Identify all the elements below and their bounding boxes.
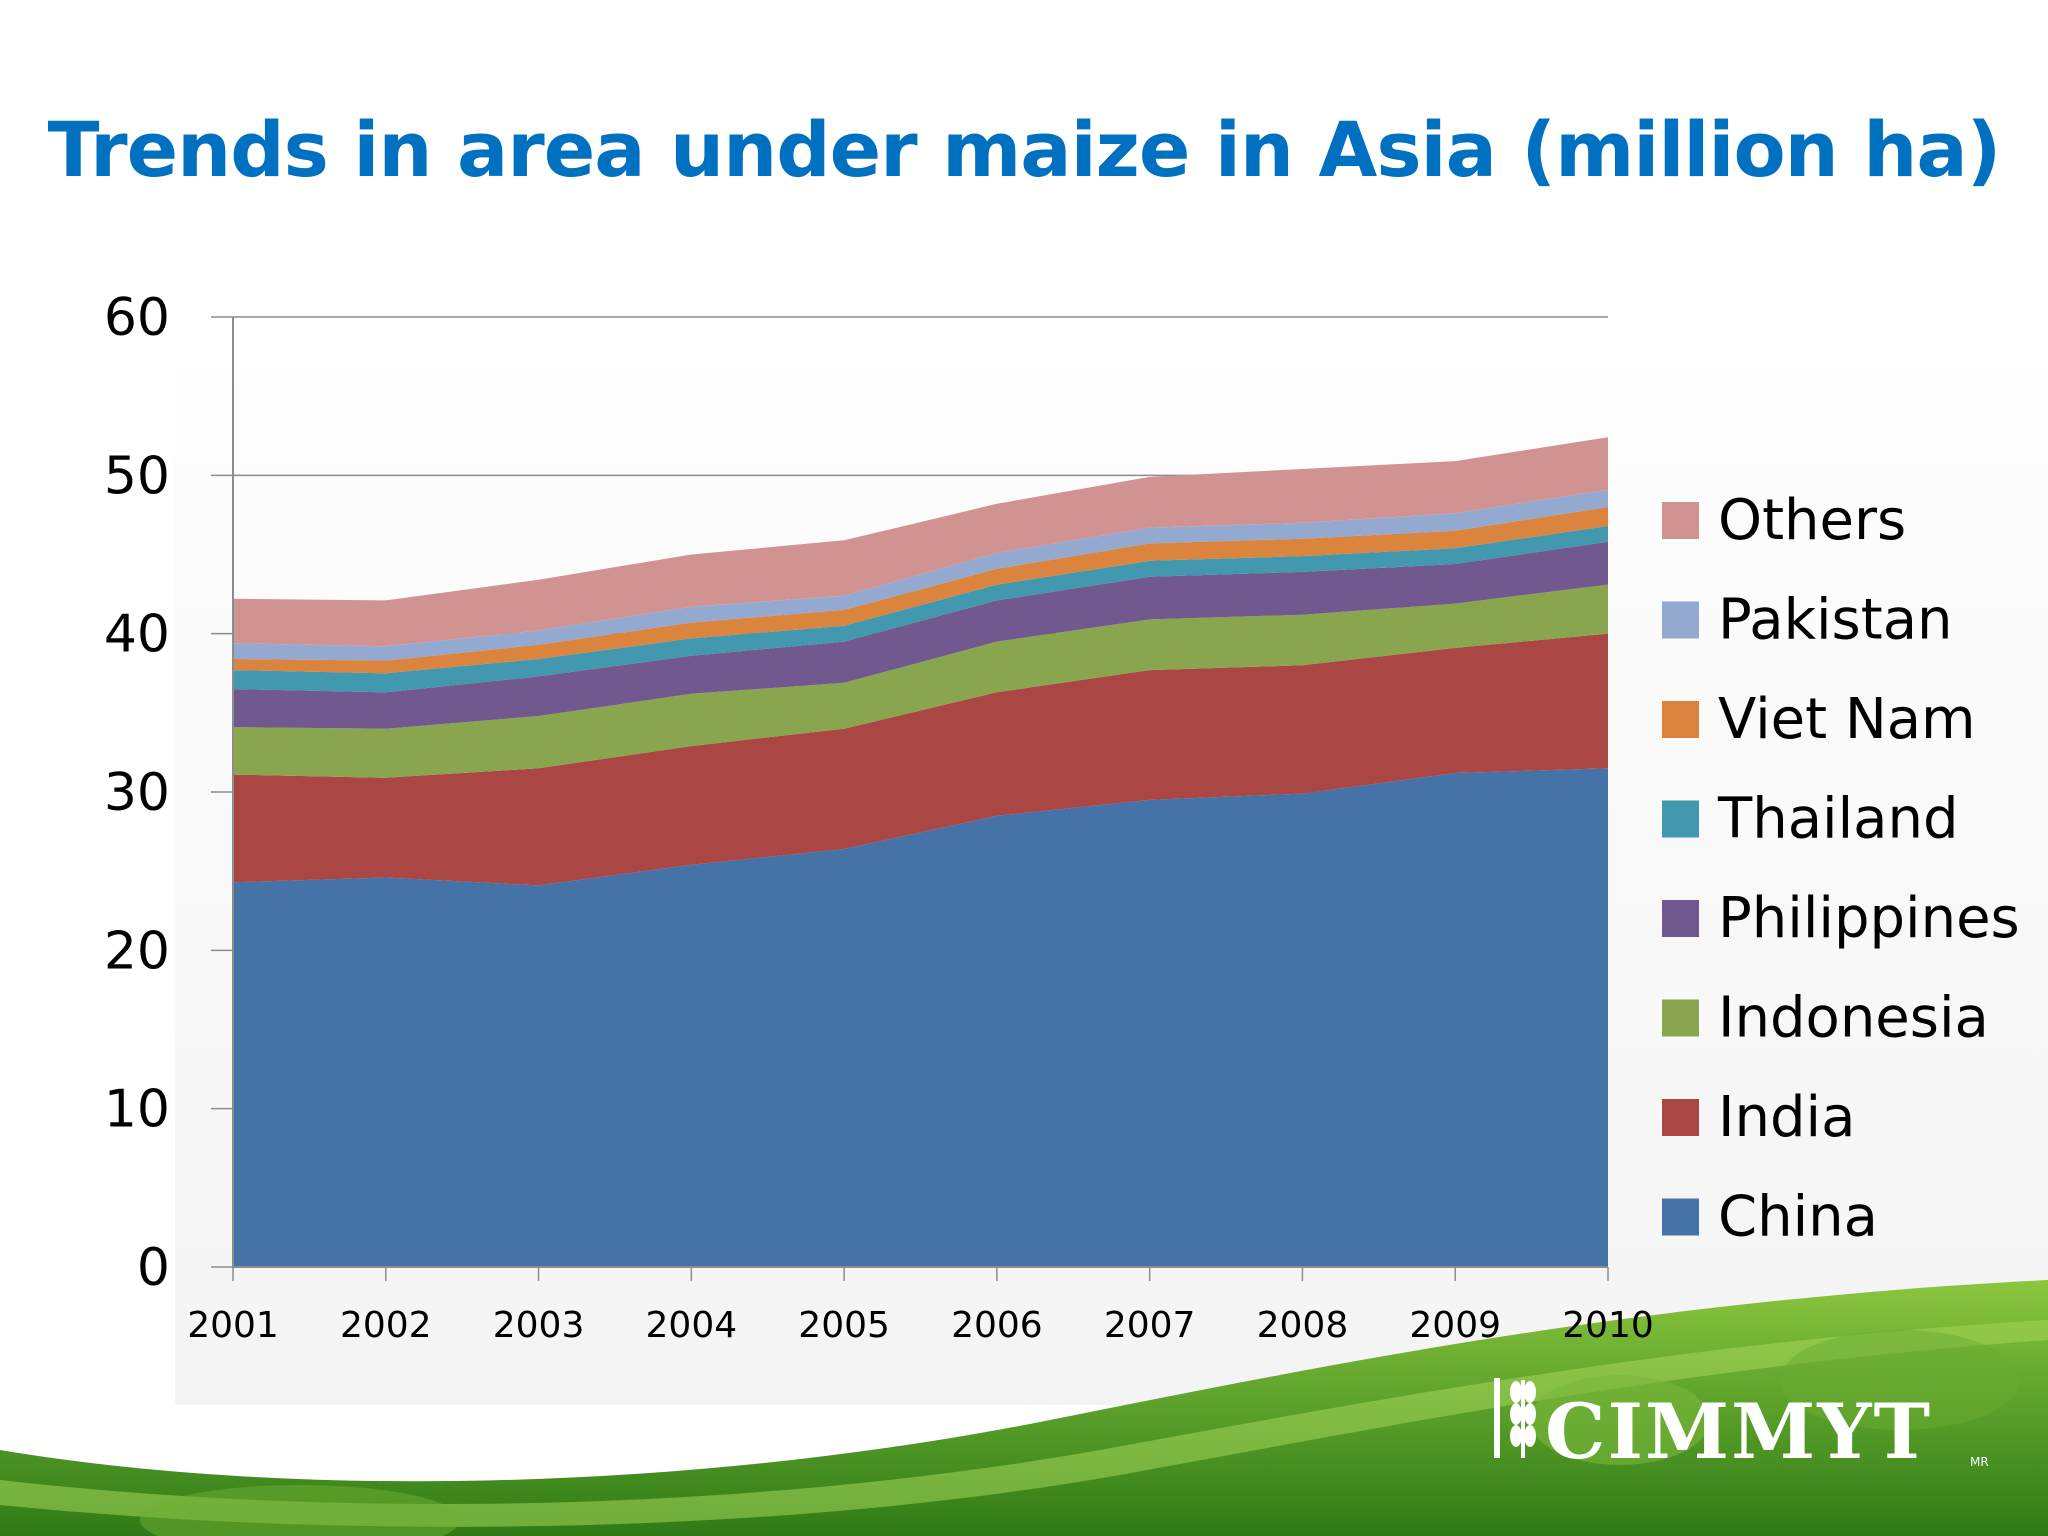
legend-swatch	[1662, 601, 1699, 639]
legend-swatch	[1662, 999, 1699, 1037]
area-series-indonesia	[233, 584, 1608, 778]
axis-layer: 0 10 20 30 40 50 60 2001 2002 2003 2004 2005 2006 200…	[104, 288, 1654, 1346]
legend-label: Pakistan	[1718, 588, 1953, 653]
area-series-philippines	[233, 541, 1608, 729]
logo-text: CIMMYT	[1545, 1387, 1932, 1476]
legend: Others Pakistan Viet Nam Thailand Philippine…	[1662, 488, 2020, 1250]
cimmyt-logo: CIMMYT MR	[1494, 1378, 1989, 1476]
area-series-pakistan	[233, 489, 1608, 661]
leaf-band	[0, 1280, 2048, 1536]
y-tick-label: 50	[104, 446, 170, 506]
legend-swatch	[1662, 502, 1699, 539]
area-series-china	[233, 768, 1608, 1267]
y-tick-label: 30	[104, 763, 170, 823]
legend-label: Viet Nam	[1718, 687, 1976, 752]
legend-swatch	[1662, 800, 1699, 838]
legend-swatch	[1662, 1198, 1699, 1236]
legend-label: Thailand	[1717, 787, 1959, 852]
area-series-thailand	[233, 526, 1608, 693]
x-tick-label: 2006	[951, 1305, 1043, 1346]
y-tick-label: 60	[104, 288, 170, 348]
leaf-shape	[1780, 1330, 2020, 1430]
y-tick-label: 40	[104, 605, 170, 665]
x-tick-label: 2007	[1104, 1305, 1196, 1346]
legend-label: Others	[1718, 488, 1906, 553]
area-series-india	[233, 633, 1608, 886]
x-tick-label: 2009	[1409, 1305, 1501, 1346]
wheat-mark-icon	[1494, 1378, 1536, 1458]
x-tick-label: 2004	[646, 1305, 738, 1346]
x-tick-label: 2010	[1562, 1305, 1654, 1346]
logo-mark: MR	[1970, 1455, 1989, 1469]
x-tick-label: 2001	[187, 1305, 279, 1346]
legend-swatch	[1662, 900, 1699, 937]
y-tick-label: 10	[104, 1080, 170, 1140]
x-tick-label: 2005	[798, 1305, 890, 1346]
leaf-shape	[1530, 1375, 1710, 1465]
legend-label: China	[1718, 1185, 1878, 1250]
area-layer	[233, 437, 1608, 1267]
area-series-viet-nam	[233, 507, 1608, 674]
legend-swatch	[1662, 701, 1699, 738]
legend-label: Indonesia	[1718, 986, 1989, 1051]
y-tick-label: 20	[104, 921, 170, 981]
legend-label: Philippines	[1718, 886, 2020, 951]
page-title: Trends in area under maize in Asia (mill…	[47, 105, 2002, 194]
x-tick-label: 2003	[493, 1305, 585, 1346]
x-tick-label: 2008	[1257, 1305, 1349, 1346]
legend-swatch	[1662, 1099, 1699, 1136]
legend-label: India	[1718, 1085, 1855, 1150]
area-series-others	[233, 437, 1608, 647]
x-tick-label: 2002	[340, 1305, 432, 1346]
y-tick-label: 0	[137, 1238, 170, 1298]
leaf-shape	[140, 1485, 460, 1536]
